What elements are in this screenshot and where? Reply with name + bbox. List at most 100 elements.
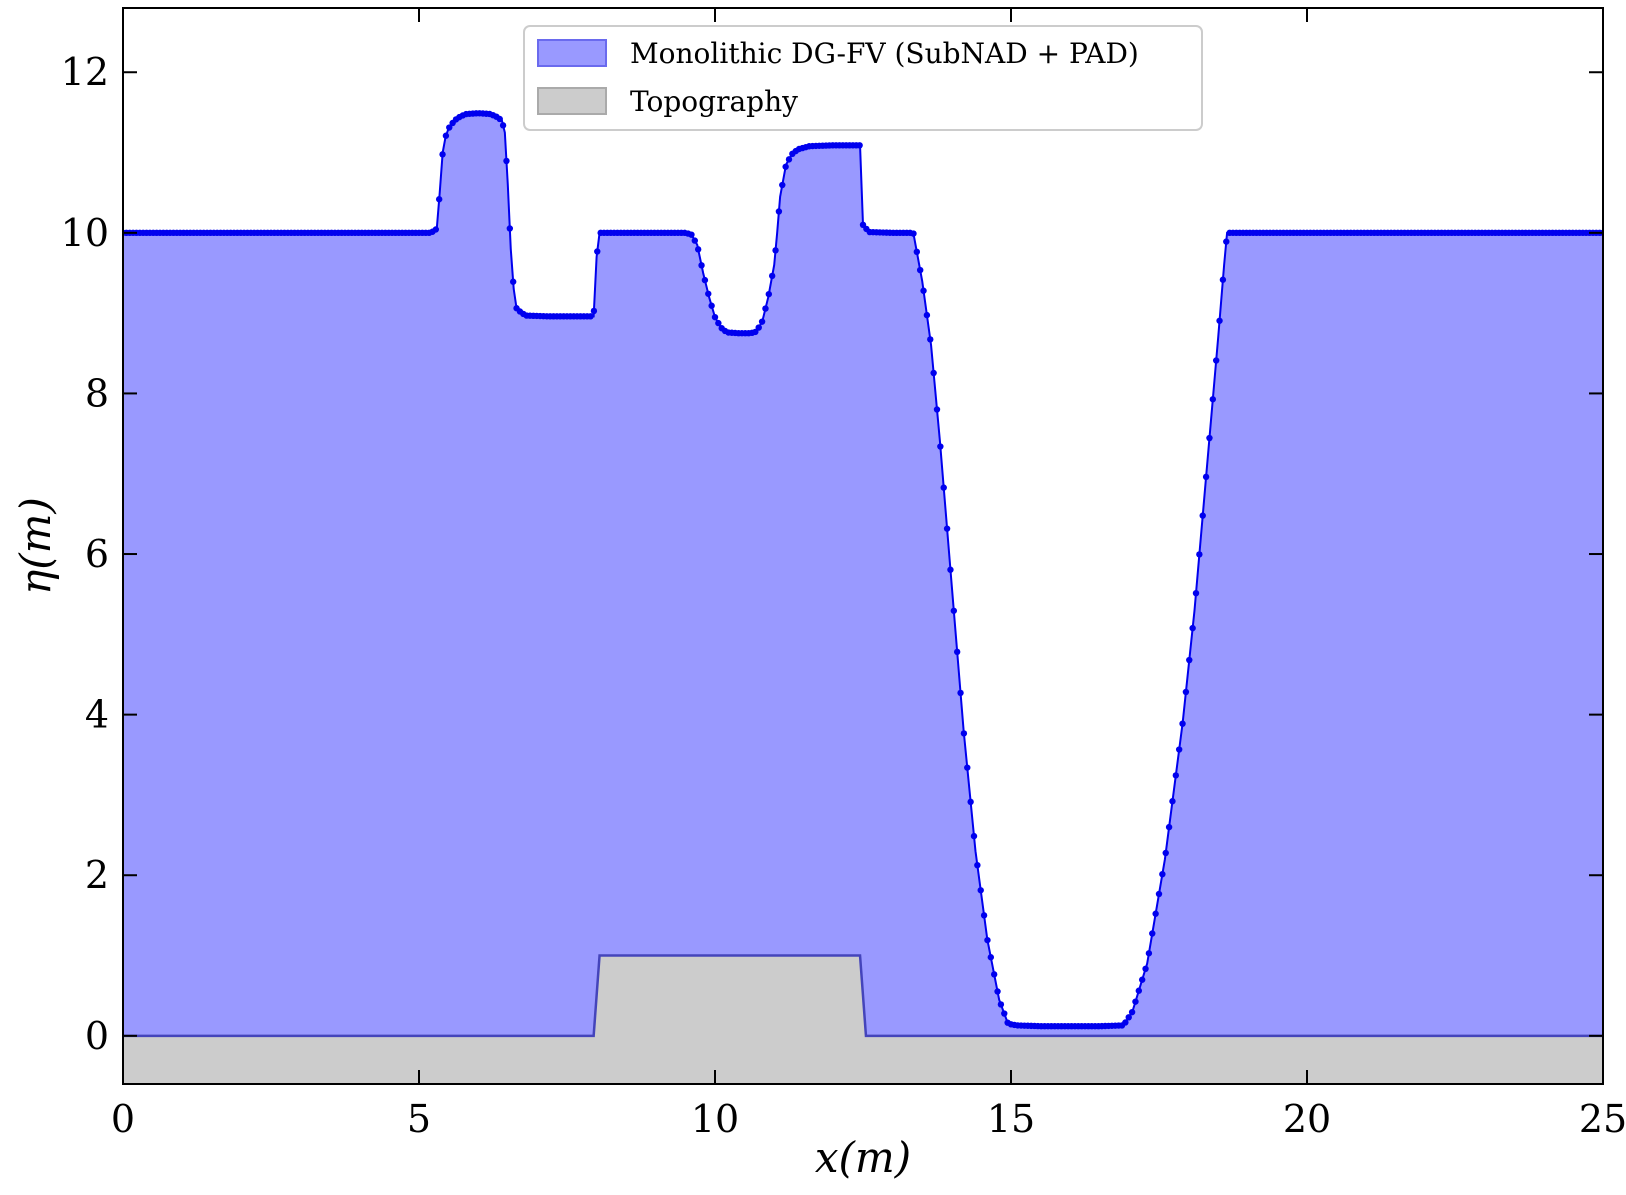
x-tick-label: 15 [987,1097,1035,1141]
data-point [509,278,517,285]
data-point [1223,238,1230,245]
data-point [1169,798,1176,805]
data-point [953,648,961,656]
x-tick-label: 10 [691,1097,739,1141]
tick-marks [122,8,1604,1084]
data-point [1202,473,1210,481]
data-point [927,336,934,343]
data-point [1175,746,1183,753]
y-tick-label: 10 [61,211,109,255]
data-point [587,313,594,320]
data-point [779,181,786,189]
data-point [594,248,601,255]
data-point [755,324,762,331]
data-point [964,764,971,771]
data-point [775,208,783,215]
data-point [980,912,988,919]
data-point [499,122,507,129]
legend-swatch-topography [537,87,607,115]
data-point [1152,910,1159,917]
legend-swatch-solution [537,39,607,67]
data-point [705,290,712,297]
data-point [785,156,793,163]
data-point [913,248,921,256]
data-point [910,230,917,237]
data-point [1149,930,1156,937]
data-point [752,328,759,336]
data-point [997,1001,1005,1008]
data-point [708,302,715,309]
data-point [503,157,510,165]
data-point [1155,890,1163,898]
data-point [439,151,446,158]
data-point [1122,1019,1129,1026]
data-point [1206,434,1213,442]
data-point [768,272,776,280]
y-axis-label: η(m) [11,497,60,595]
data-point [1186,656,1193,664]
solution-markers [123,110,1603,1030]
data-point [694,246,702,253]
data-point [1189,624,1196,632]
data-point [1125,1014,1132,1021]
topography-fill [123,955,1603,1084]
data-point [974,861,981,869]
legend-label-topography: Topography [630,85,798,118]
legend-box [523,25,1203,131]
data-point [856,142,863,149]
data-point [762,305,769,312]
data-point [1179,720,1186,727]
y-tick-label: 4 [85,693,109,737]
data-point [937,443,944,450]
data-point [698,262,705,269]
data-point [506,225,514,232]
data-point [967,798,974,806]
data-point [1219,276,1227,283]
data-point [765,290,773,298]
data-point [1182,688,1190,696]
data-point [920,287,927,294]
data-point [1138,976,1146,983]
data-point [984,936,991,944]
legend-label-solution: Monolithic DG-FV (SubNAD + PAD) [630,37,1139,70]
y-tick-label: 2 [85,853,109,897]
data-point [1128,1008,1136,1016]
x-tick-label: 25 [1579,1097,1626,1141]
data-point [688,231,695,238]
data-point [1212,357,1220,364]
data-point [940,484,947,491]
data-point [691,237,699,244]
data-point [947,566,954,573]
data-point [715,319,722,327]
data-point [933,406,941,413]
y-tick-label: 0 [85,1014,109,1058]
data-point [916,266,924,274]
data-point [950,607,958,614]
data-point [1209,396,1217,403]
data-point [772,247,779,254]
y-tick-label: 8 [85,371,109,415]
x-axis-label: x(m) [815,1133,911,1182]
x-tick-label: 20 [1283,1097,1331,1141]
data-point [977,887,984,894]
data-point [1162,849,1169,857]
data-point [711,313,719,321]
data-point [957,689,964,697]
data-point [758,318,766,325]
data-point [994,988,1001,995]
y-tick-label: 6 [85,532,109,576]
tick-labels: 0 5 10 15 20 25 0 2 4 6 8 10 12 [61,50,1626,1141]
topography-line [123,954,1603,1038]
axes-frame [122,7,1604,1085]
data-point [442,132,450,139]
x-tick-label: 0 [111,1097,135,1141]
x-tick-label: 5 [407,1097,431,1141]
solution-fill [123,113,1603,1084]
data-point [1196,551,1203,558]
y-tick-label: 12 [61,50,109,94]
data-point [930,369,937,377]
data-point [1135,987,1143,994]
data-point [1142,965,1149,973]
data-point [1199,512,1206,519]
